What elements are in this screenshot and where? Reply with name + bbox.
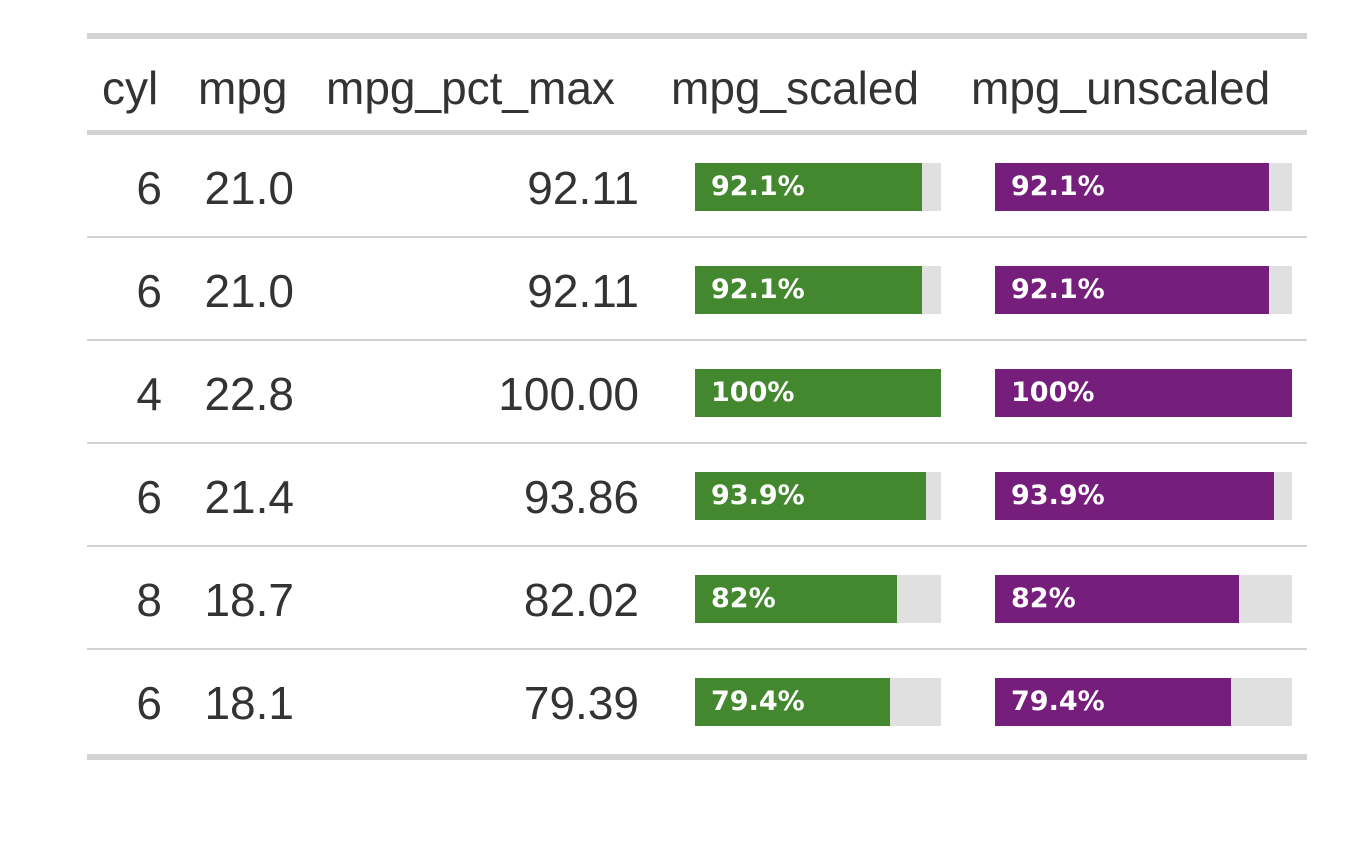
table-top-rule [87,33,1307,39]
bar-label-unscaled: 92.1% [1011,274,1105,305]
table-row: 8 18.7 82.02 82% 82% [87,547,1307,650]
bar-track-scaled: 92.1% [695,163,941,211]
bar-fill-unscaled [995,678,1231,726]
cell-cyl: 8 [136,574,162,626]
cell-mpg-pct-max: 82.02 [523,574,639,626]
table-header-rule [87,130,1307,135]
bar-label-scaled: 92.1% [711,274,805,305]
table-body: 6 21.0 92.11 92.1% 92.1% 6 21.0 92.11 92.1% 92.1%… [87,135,1307,754]
cell-mpg-pct-max: 92.11 [527,265,639,317]
bar-fill-unscaled [995,266,1269,314]
cell-mpg-pct-max: 92.11 [527,162,639,214]
cell-mpg: 21.0 [204,265,294,317]
cell-mpg: 18.1 [204,677,294,729]
bar-track-scaled: 79.4% [695,678,941,726]
bar-track-scaled: 100% [695,369,941,417]
data-table: cyl mpg mpg_pct_max mpg_scaled mpg_unsca… [87,33,1307,760]
column-header-mpg: mpg [198,62,288,114]
bar-fill-scaled [695,369,941,417]
bar-label-scaled: 82% [711,583,776,614]
table-bottom-rule [87,754,1307,760]
bar-fill-unscaled [995,575,1239,623]
bar-label-unscaled: 100% [1011,377,1095,408]
cell-mpg-pct-max: 100.00 [498,368,639,420]
column-header-mpg-pct-max: mpg_pct_max [326,62,615,114]
bar-track-unscaled: 100% [995,369,1292,417]
cell-mpg: 21.4 [204,471,294,523]
cell-cyl: 6 [136,471,162,523]
bar-track-unscaled: 92.1% [995,163,1292,211]
table-row: 6 18.1 79.39 79.4% 79.4% [87,650,1307,754]
cell-cyl: 4 [136,368,162,420]
bar-label-unscaled: 79.4% [1011,686,1105,717]
bar-fill-scaled [695,678,891,726]
bar-track-scaled: 82% [695,575,941,623]
table-row: 6 21.0 92.11 92.1% 92.1% [87,238,1307,341]
cell-cyl: 6 [136,162,162,214]
cell-mpg: 22.8 [204,368,294,420]
cell-mpg-pct-max: 79.39 [523,677,639,729]
bar-fill-unscaled [995,369,1292,417]
table-row: 6 21.0 92.11 92.1% 92.1% [87,135,1307,238]
bar-fill-unscaled [995,472,1274,520]
column-header-cyl: cyl [102,62,159,114]
cell-cyl: 6 [136,677,162,729]
cell-mpg-pct-max: 93.86 [523,471,639,523]
bar-track-scaled: 93.9% [695,472,941,520]
bar-fill-scaled [695,266,922,314]
table-row: 4 22.8 100.00 100% 100% [87,341,1307,444]
bar-fill-scaled [695,472,926,520]
table-row: 6 21.4 93.86 93.9% 93.9% [87,444,1307,547]
bar-fill-unscaled [995,163,1269,211]
bar-label-unscaled: 92.1% [1011,171,1105,202]
cell-mpg: 18.7 [204,574,294,626]
bar-track-unscaled: 92.1% [995,266,1292,314]
cell-cyl: 6 [136,265,162,317]
bar-label-scaled: 92.1% [711,171,805,202]
column-header-mpg-unscaled: mpg_unscaled [971,62,1271,114]
bar-track-unscaled: 82% [995,575,1292,623]
bar-track-unscaled: 79.4% [995,678,1292,726]
column-header-mpg-scaled: mpg_scaled [671,62,920,114]
bar-fill-scaled [695,575,897,623]
bar-label-scaled: 79.4% [711,686,805,717]
bar-fill-scaled [695,163,922,211]
cell-mpg: 21.0 [204,162,294,214]
bar-label-unscaled: 82% [1011,583,1076,614]
bar-label-scaled: 93.9% [711,480,805,511]
bar-label-unscaled: 93.9% [1011,480,1105,511]
table-header-row: cyl mpg mpg_pct_max mpg_scaled mpg_unsca… [87,39,1307,130]
bar-label-scaled: 100% [711,377,795,408]
bar-track-unscaled: 93.9% [995,472,1292,520]
bar-track-scaled: 92.1% [695,266,941,314]
